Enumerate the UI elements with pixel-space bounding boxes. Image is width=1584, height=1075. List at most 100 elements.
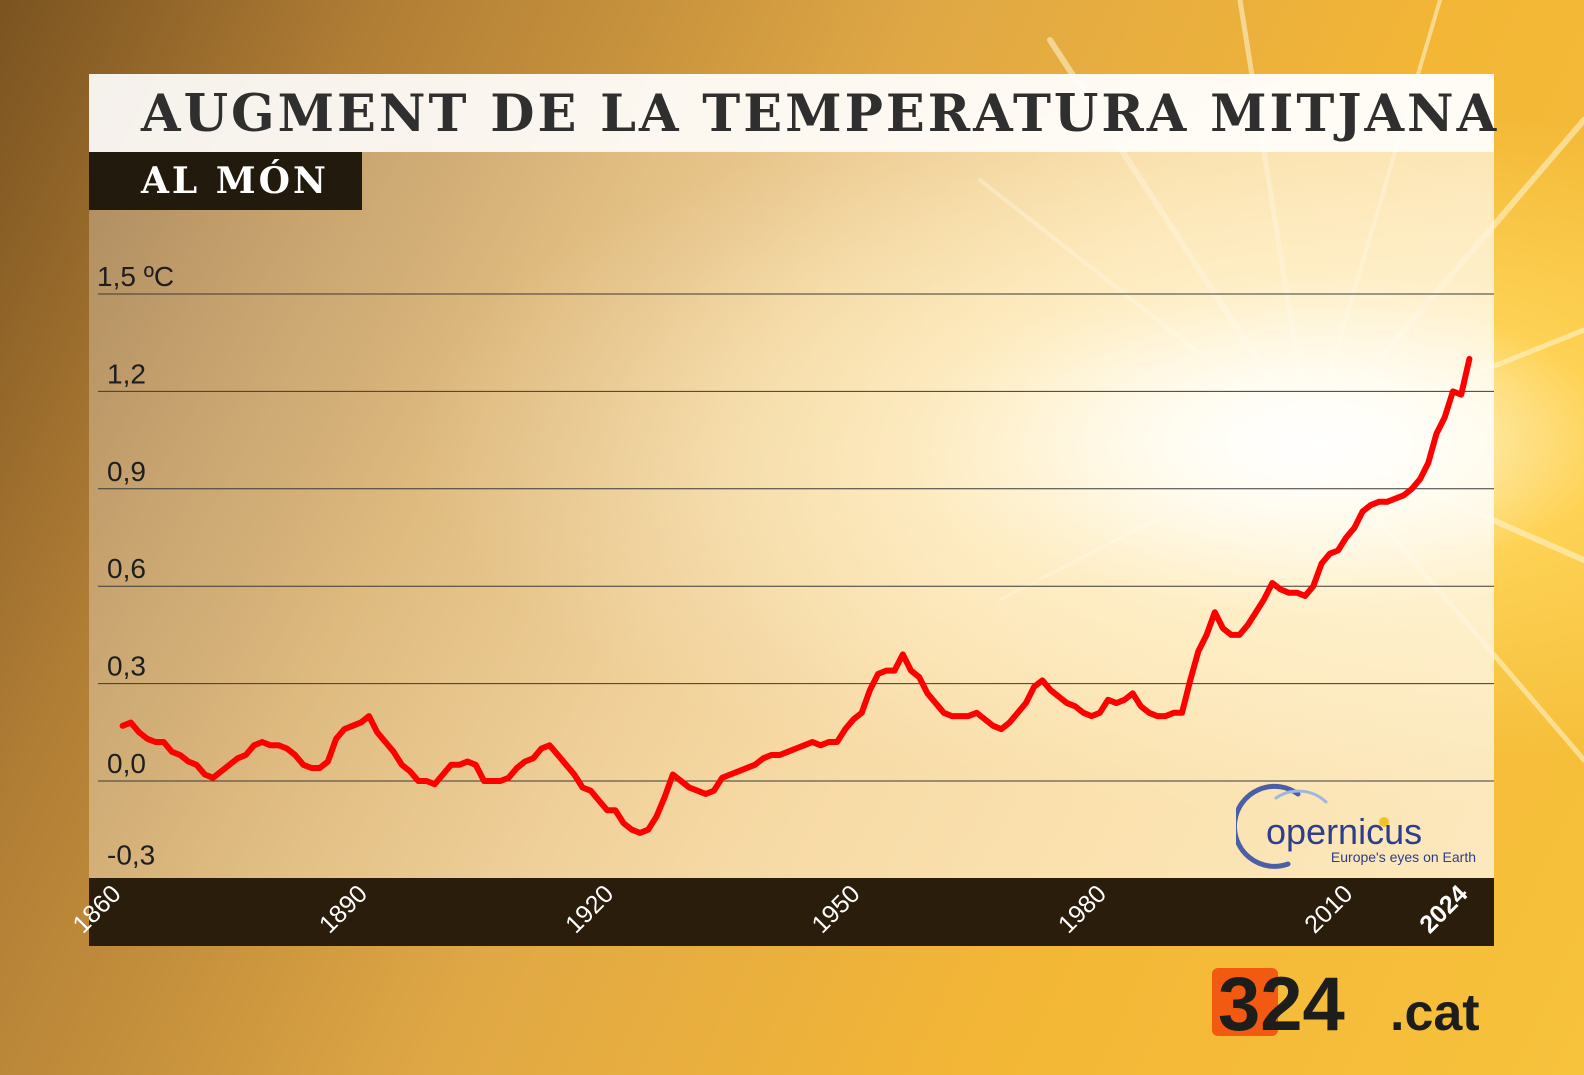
data-point: [647, 828, 649, 831]
data-point: [1172, 712, 1175, 714]
data-point: [655, 815, 658, 818]
data-point: [885, 669, 888, 672]
data-point: [606, 809, 608, 812]
data-point: [491, 780, 493, 782]
data-point: [154, 741, 157, 743]
data-point: [1066, 702, 1068, 704]
data-point: [737, 770, 740, 773]
data-point: [507, 776, 510, 779]
data-point: [1057, 695, 1060, 698]
data-point: [195, 763, 198, 766]
x-tick-label: 1890: [314, 880, 373, 939]
data-point: [1345, 536, 1347, 539]
series-line: [119, 355, 1473, 836]
y-tick-label: 0,3: [107, 651, 146, 682]
data-point: [425, 780, 428, 782]
data-point: [228, 763, 231, 766]
data-point: [121, 725, 124, 727]
data-point: [310, 767, 313, 769]
data-point: [754, 763, 756, 766]
data-point: [1074, 705, 1076, 708]
y-tick-label: 0,9: [107, 456, 146, 487]
data-point: [532, 757, 535, 760]
data-point: [811, 741, 814, 743]
data-point: [1090, 715, 1093, 717]
data-point: [474, 763, 477, 766]
data-point: [450, 763, 452, 766]
brand-suffix: .cat: [1390, 984, 1480, 1042]
data-point: [680, 780, 682, 782]
data-point: [557, 754, 559, 756]
data-point: [1107, 699, 1109, 701]
data-point: [959, 715, 962, 717]
data-point: [1140, 705, 1142, 708]
data-point: [704, 793, 707, 795]
x-tick-label: 1860: [67, 880, 126, 939]
data-point: [146, 737, 149, 740]
brand-logo-324cat: 324 .cat: [1212, 968, 1480, 1043]
data-point: [1189, 679, 1191, 682]
data-point: [828, 741, 830, 743]
data-point: [401, 763, 403, 766]
chart-panel: AUGMENT DE LA TEMPERATURA MITJANA AL MÓN: [89, 74, 1496, 946]
data-point: [1312, 585, 1315, 587]
data-point: [483, 780, 485, 782]
data-point: [368, 715, 370, 717]
data-point: [171, 750, 173, 753]
data-point: [1263, 598, 1265, 600]
data-point: [277, 744, 280, 747]
data-point: [1082, 712, 1085, 714]
data-point: [236, 757, 239, 760]
data-point: [1378, 500, 1380, 503]
data-point: [778, 754, 781, 756]
data-point: [893, 669, 896, 672]
data-point: [179, 754, 181, 756]
brand-number: 324: [1218, 968, 1345, 1043]
data-point: [138, 731, 140, 734]
data-point: [1222, 627, 1224, 630]
data-point: [901, 653, 904, 656]
data-point: [852, 718, 855, 721]
data-point: [1131, 692, 1134, 695]
x-tick-label: 1950: [806, 880, 865, 939]
data-point: [1427, 462, 1430, 464]
data-point: [795, 747, 797, 750]
data-point: [565, 763, 567, 766]
data-point: [1123, 699, 1126, 701]
data-point: [934, 702, 937, 704]
data-point: [663, 796, 666, 799]
data-point: [1115, 702, 1118, 704]
data-point: [261, 741, 264, 743]
data-point: [713, 789, 715, 792]
data-point: [1008, 721, 1011, 724]
copernicus-wordmark: opernicus: [1266, 811, 1422, 852]
data-point: [1246, 624, 1249, 626]
data-point: [984, 718, 986, 721]
copernicus-logo: opernicus Europe's eyes on Earth: [1236, 783, 1476, 869]
chart-subtitle: AL MÓN: [141, 160, 329, 202]
data-point: [869, 689, 871, 691]
data-point: [253, 744, 255, 747]
data-point: [1041, 679, 1044, 682]
data-point: [1181, 712, 1183, 714]
data-point: [1049, 689, 1052, 691]
data-point: [1230, 634, 1233, 636]
data-point: [589, 789, 592, 792]
x-tick-label: 2010: [1299, 880, 1358, 939]
data-point: [770, 754, 773, 756]
data-point: [376, 731, 379, 734]
data-point: [1205, 634, 1208, 636]
data-point: [1460, 393, 1462, 396]
data-point: [343, 728, 346, 730]
data-point: [220, 770, 222, 773]
data-point: [1304, 595, 1306, 597]
data-point: [639, 832, 641, 834]
data-point: [1164, 715, 1167, 717]
data-point: [622, 822, 625, 825]
data-point: [1337, 549, 1339, 552]
data-point: [130, 721, 132, 724]
data-point: [786, 750, 789, 753]
data-point: [729, 773, 732, 776]
data-point: [721, 776, 723, 779]
data-point: [803, 744, 806, 747]
